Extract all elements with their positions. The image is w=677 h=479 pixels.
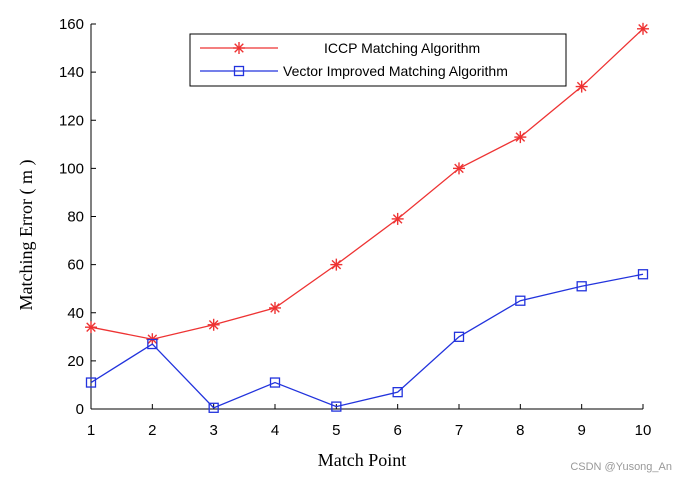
iccp-data-point — [514, 131, 527, 144]
series-line-vector — [90, 273, 644, 409]
iccp-data-point — [637, 22, 649, 35]
x-tick-label: 2 — [148, 422, 156, 439]
y-tick-label: 80 — [67, 209, 84, 226]
iccp-data-point — [269, 301, 281, 314]
iccp-data-point — [391, 212, 404, 225]
legend-marker-vector-glyph — [233, 65, 245, 77]
x-tick-label: 1 — [87, 422, 95, 439]
vector-data-point — [637, 269, 649, 280]
y-axis-ticks: 0 20 40 60 80 100 120 140 160 — [59, 16, 96, 418]
vector-data-point — [453, 331, 465, 342]
y-tick-label: 40 — [67, 305, 84, 322]
x-axis-ticks: 1 2 3 4 5 6 7 8 9 10 — [87, 404, 652, 439]
iccp-data-point — [453, 162, 465, 175]
vector-data-point — [576, 281, 587, 292]
vector-data-point — [515, 295, 526, 306]
series-line-iccp — [90, 28, 644, 340]
y-tick-label: 20 — [67, 353, 84, 370]
x-tick-label: 8 — [516, 422, 524, 439]
x-tick-label: 7 — [455, 422, 463, 439]
iccp-data-point — [85, 321, 97, 334]
legend-box — [189, 33, 567, 87]
y-tick-label: 140 — [59, 64, 84, 81]
x-tick-label: 9 — [577, 422, 585, 439]
y-tick-label: 160 — [59, 16, 84, 33]
y-tick-label: 100 — [59, 160, 84, 177]
legend-marker-iccp-glyph — [233, 42, 245, 54]
iccp-data-point — [330, 258, 343, 271]
x-tick-label: 6 — [393, 422, 401, 439]
x-axis-label: Match Point — [318, 450, 407, 470]
vector-data-point — [208, 402, 219, 413]
legend-marker-iccp — [233, 42, 245, 54]
x-tick-label: 10 — [635, 422, 652, 439]
legend: ICCP Matching Algorithm Vector Improved … — [189, 33, 567, 87]
iccp-data-point — [207, 318, 220, 331]
x-tick-label: 5 — [332, 422, 340, 439]
vector-data-point — [85, 377, 97, 388]
watermark: CSDN @Yusong_An — [570, 461, 672, 473]
x-tick-label: 4 — [271, 422, 279, 439]
legend-label-iccp: ICCP Matching Algorithm — [324, 40, 480, 56]
vector-data-point — [147, 338, 158, 350]
vector-data-point — [331, 401, 342, 412]
x-tick-label: 3 — [209, 422, 217, 439]
vector-data-point — [392, 387, 403, 398]
y-axis-label: Matching Error ( m ) — [16, 160, 37, 311]
y-tick-label: 120 — [59, 112, 84, 129]
vector-data-point — [269, 377, 281, 388]
legend-label-vector: Vector Improved Matching Algorithm — [283, 63, 508, 79]
legend-marker-vector — [233, 65, 245, 77]
iccp-data-point — [575, 80, 588, 93]
series-layer — [85, 22, 649, 413]
y-tick-label: 60 — [67, 257, 84, 274]
y-tick-label: 0 — [76, 401, 84, 418]
